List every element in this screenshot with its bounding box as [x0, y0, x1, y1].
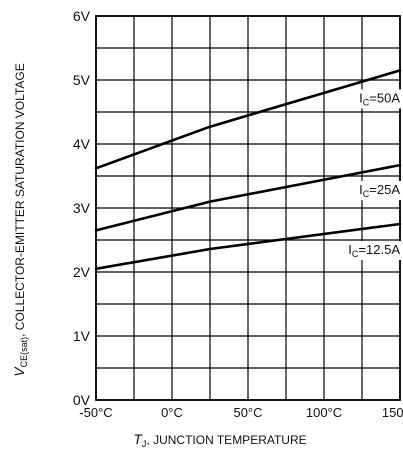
y-tick-label: 4V: [73, 136, 91, 152]
x-tick-label: 50°C: [233, 405, 262, 420]
tick-layer: 0V 1V 2V 3V 4V 5V 6V -50°C 0°C 50°C 100°C 150°C: [73, 8, 403, 420]
series-label: IC=12.5A: [348, 242, 400, 259]
series-label: IC=50A: [359, 90, 400, 107]
series-label: IC=25A: [359, 182, 400, 199]
y-tick-label: 3V: [73, 200, 91, 216]
x-tick-label: -50°C: [79, 405, 112, 420]
series-line: [94, 69, 402, 170]
y-tick-label: 5V: [73, 72, 91, 88]
series-label-background: [357, 180, 403, 200]
x-tick-label: 100°C: [306, 405, 342, 420]
plot-frame: [95, 15, 401, 401]
y-tick-label: 2V: [73, 264, 91, 280]
curve-layer: IC=50A IC=25A IC=12.5A: [94, 69, 403, 271]
grid-layer: [95, 15, 401, 401]
y-tick-label: 1V: [73, 328, 91, 344]
series-label-background: [357, 89, 403, 109]
series-label-background: [346, 241, 403, 261]
series-line: [94, 163, 402, 232]
x-axis-label: TJ, JUNCTION TEMPERATURE: [133, 431, 306, 449]
x-tick-label: 0°C: [161, 405, 183, 420]
y-tick-label: 6V: [73, 8, 91, 24]
x-tick-label: 150°C: [382, 405, 403, 420]
y-tick-label: 0V: [73, 392, 91, 408]
series-line: [94, 222, 402, 271]
y-axis-label: VCE(sat), COLLECTOR-EMITTER SATURATION V…: [11, 63, 29, 376]
